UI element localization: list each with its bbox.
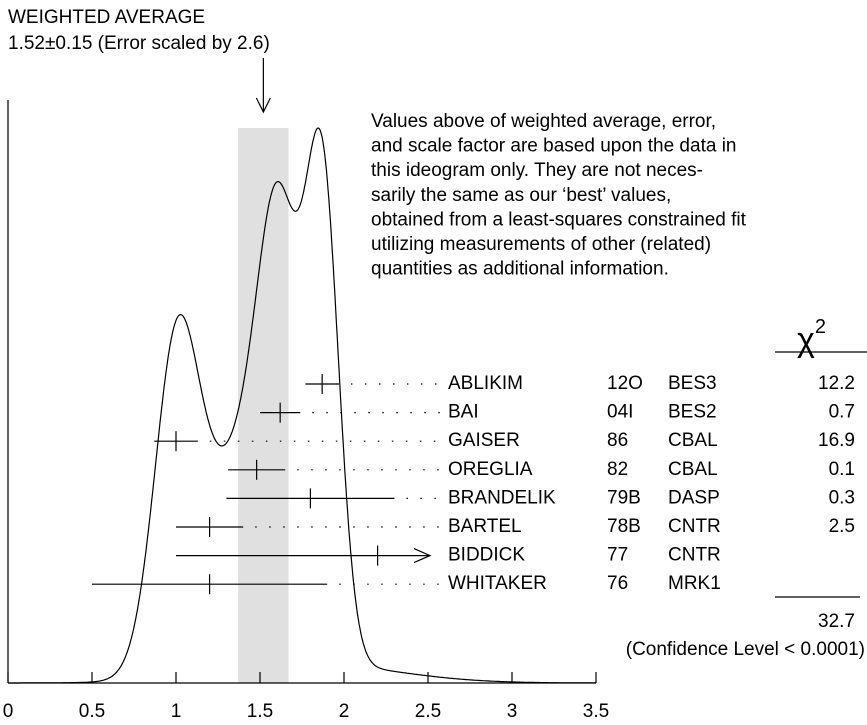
measurement-code: 77 <box>607 545 628 566</box>
chi2-total: 32.7 <box>818 611 855 632</box>
measurement-code: 78B <box>607 516 641 537</box>
measurement-name: ABLIKIM <box>448 373 523 394</box>
x-tick-label: 2.5 <box>415 701 441 722</box>
measurement-name: BRANDELIK <box>448 487 556 508</box>
measurement-name: BIDDICK <box>448 545 525 566</box>
measurement-code: 82 <box>607 459 628 480</box>
chi2-value: 16.9 <box>818 430 855 451</box>
annotation-line: utilizing measurements of other (related… <box>371 234 711 255</box>
confidence-level: (Confidence Level < 0.0001) <box>626 639 865 660</box>
measurement-code: 12O <box>607 373 643 394</box>
average-band <box>238 128 289 683</box>
measurement-name: BARTEL <box>448 516 522 537</box>
annotation-line: quantities as additional information. <box>371 259 669 280</box>
annotation-line: Values above of weighted average, error, <box>371 111 716 132</box>
measurement-experiment: MRK1 <box>668 573 721 594</box>
measurement-name: BAI <box>448 402 479 423</box>
measurement-experiment: BES3 <box>668 373 717 394</box>
annotation-line: sarily the same as our ‘best’ values, <box>371 185 671 206</box>
measurement-code: 04I <box>607 402 633 423</box>
measurement-experiment: CBAL <box>668 430 718 451</box>
measurement-experiment: DASP <box>668 487 720 508</box>
measurement-experiment: CNTR <box>668 516 721 537</box>
annotation-line: obtained from a least-squares constraine… <box>371 209 747 230</box>
chi2-symbol: χ <box>797 321 815 359</box>
annotation-line: and scale factor are based upon the data… <box>371 136 736 157</box>
chi2-value: 2.5 <box>829 516 855 537</box>
arrowhead <box>413 548 432 564</box>
x-tick-label: 1.5 <box>247 701 273 722</box>
measurement-experiment: CBAL <box>668 459 718 480</box>
chi2-header: χ2 <box>797 316 826 359</box>
measurement-name: GAISER <box>448 430 520 451</box>
chi2-value: 0.3 <box>829 487 855 508</box>
chi2-power: 2 <box>815 316 826 338</box>
measurement-code: 86 <box>607 430 628 451</box>
measurement-code: 79B <box>607 487 641 508</box>
annotation-line: this ideogram only. They are not neces- <box>371 160 703 181</box>
chi2-value: 0.7 <box>829 402 855 423</box>
measurement-experiment: CNTR <box>668 545 721 566</box>
chi2-value: 0.1 <box>829 459 855 480</box>
x-tick-label: 0.5 <box>79 701 105 722</box>
measurement-experiment: BES2 <box>668 402 717 423</box>
measurement-name: OREGLIA <box>448 459 533 480</box>
ideogram-curve <box>8 127 596 684</box>
x-tick-label: 1 <box>171 701 182 722</box>
x-tick-label: 3 <box>507 701 518 722</box>
x-tick-label: 2 <box>339 701 350 722</box>
measurement-name: WHITAKER <box>448 573 547 594</box>
measurement-code: 76 <box>607 573 628 594</box>
average-arrowhead <box>255 97 271 114</box>
x-tick-label: 0 <box>3 701 14 722</box>
chi2-value: 12.2 <box>818 373 855 394</box>
chart-title: WEIGHTED AVERAGE <box>8 7 205 28</box>
average-label: 1.52±0.15 (Error scaled by 2.6) <box>8 33 270 54</box>
x-tick-label: 3.5 <box>583 701 609 722</box>
